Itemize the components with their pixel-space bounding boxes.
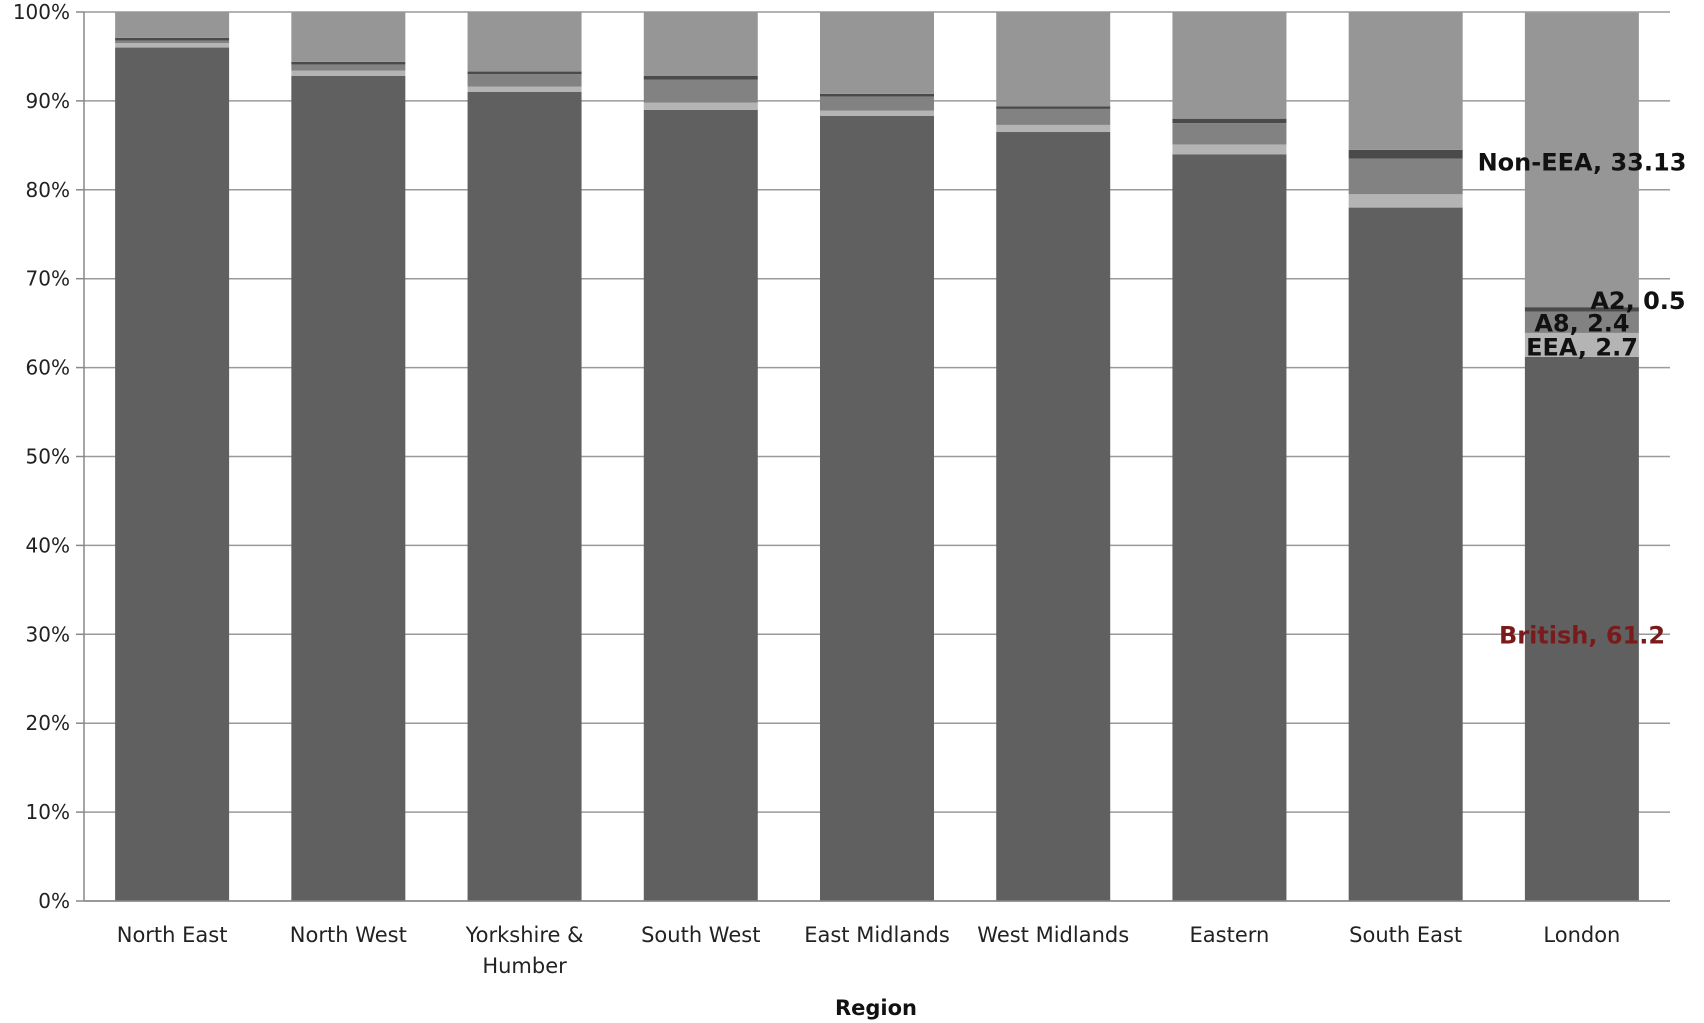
bar-segment-a8 [115, 40, 230, 44]
data-label: EEA, 2.7 [1526, 333, 1638, 361]
bar-segment-british [996, 132, 1111, 901]
bar-segment-a8 [467, 74, 582, 87]
bar-segment-british [820, 116, 934, 901]
bar-segment-non_eea [291, 12, 406, 62]
bar-stacks [115, 12, 1639, 902]
y-tick-label: 20% [26, 711, 70, 735]
bar-segment-eea [996, 124, 1111, 133]
bar-stack [467, 12, 582, 901]
bar-stack [996, 12, 1111, 901]
bar-segment-british [467, 92, 582, 901]
bar-segment-a2 [1348, 149, 1463, 159]
data-label: Non-EEA, 33.13 [1478, 148, 1687, 176]
bar-segment-a8 [1524, 311, 1639, 333]
bar-segment-british [643, 109, 758, 902]
x-axis-title: Region [835, 996, 917, 1020]
bar-segment-a8 [1348, 158, 1463, 195]
y-tick-label: 10% [26, 800, 70, 824]
bar-segment-british [1172, 154, 1287, 902]
bar-segment-non_eea [1524, 12, 1639, 308]
x-category-label: South East [1349, 923, 1462, 947]
y-tick-label: 90% [26, 89, 70, 113]
bar-stack [291, 12, 406, 902]
bar-segment-non_eea [820, 12, 934, 94]
bar-segment-a2 [291, 61, 406, 65]
bar-stack [1348, 12, 1463, 901]
bar-stack [643, 12, 758, 902]
bar-segment-non_eea [115, 12, 230, 38]
bar-segment-a8 [820, 96, 934, 111]
bar-segment-a2 [820, 93, 934, 97]
bar-segment-non_eea [1172, 12, 1287, 119]
bar-segment-a8 [1172, 123, 1287, 145]
x-category-label: North East [117, 923, 228, 947]
y-tick-label: 100% [13, 0, 70, 24]
bar-segment-a2 [1524, 307, 1639, 312]
bar-stack [1172, 12, 1287, 902]
bar-segment-non_eea [643, 12, 758, 77]
y-tick-label: 0% [38, 889, 70, 913]
bar-segment-british [115, 47, 230, 902]
bar-segment-eea [115, 43, 230, 48]
bar-segment-eea [1172, 144, 1287, 155]
x-category-label: Yorkshire & Humber [465, 923, 584, 978]
x-category-label: North West [290, 923, 407, 947]
y-tick-labels: 0% 10% 20% 30% 40% 50% 60% 70% 80% 90% 100% [13, 0, 70, 913]
bar-stack [820, 12, 934, 901]
bar-segment-non_eea [996, 12, 1111, 107]
bar-segment-a8 [643, 79, 758, 103]
x-category-label: South West [641, 923, 760, 947]
bar-segment-british [1348, 207, 1463, 901]
x-category-label: London [1543, 923, 1620, 947]
bar-segment-a2 [467, 71, 582, 75]
x-category-label: West Midlands [977, 923, 1129, 947]
data-label: A8, 2.4 [1534, 309, 1629, 337]
y-tick-label: 40% [26, 533, 70, 557]
bar-segment-non_eea [467, 12, 582, 72]
y-tick-label: 70% [26, 267, 70, 291]
bar-segment-eea [1524, 332, 1639, 357]
bar-stack [1524, 12, 1639, 901]
bar-segment-a2 [996, 106, 1111, 109]
x-category-label: East Midlands [804, 923, 950, 947]
bar-segment-a2 [1172, 118, 1287, 124]
bar-segment-eea [291, 70, 406, 77]
bar-segment-eea [467, 86, 582, 93]
bar-segment-british [1524, 356, 1639, 901]
y-tick-label: 80% [26, 178, 70, 202]
bar-segment-non_eea [1348, 12, 1463, 150]
y-tick-label: 30% [26, 622, 70, 646]
bar-segment-eea [1348, 194, 1463, 208]
bar-segment-eea [643, 102, 758, 110]
y-tick-label: 50% [26, 445, 70, 469]
bar-segment-eea [820, 110, 934, 117]
bar-segment-a8 [996, 108, 1111, 125]
bar-segment-a8 [291, 64, 406, 71]
x-category-labels: North East North West Yorkshire & Humber Sou… [117, 923, 1621, 978]
x-category-label: Eastern [1190, 923, 1270, 947]
data-label: A2, 0.5 [1590, 287, 1685, 315]
bar-segment-a2 [643, 76, 758, 80]
bar-segment-a2 [115, 37, 230, 41]
y-tick-label: 60% [26, 356, 70, 380]
bar-stack [115, 12, 230, 902]
axes [83, 12, 1670, 902]
bar-segment-british [291, 76, 406, 902]
data-label: British, 61.2 [1499, 621, 1665, 649]
